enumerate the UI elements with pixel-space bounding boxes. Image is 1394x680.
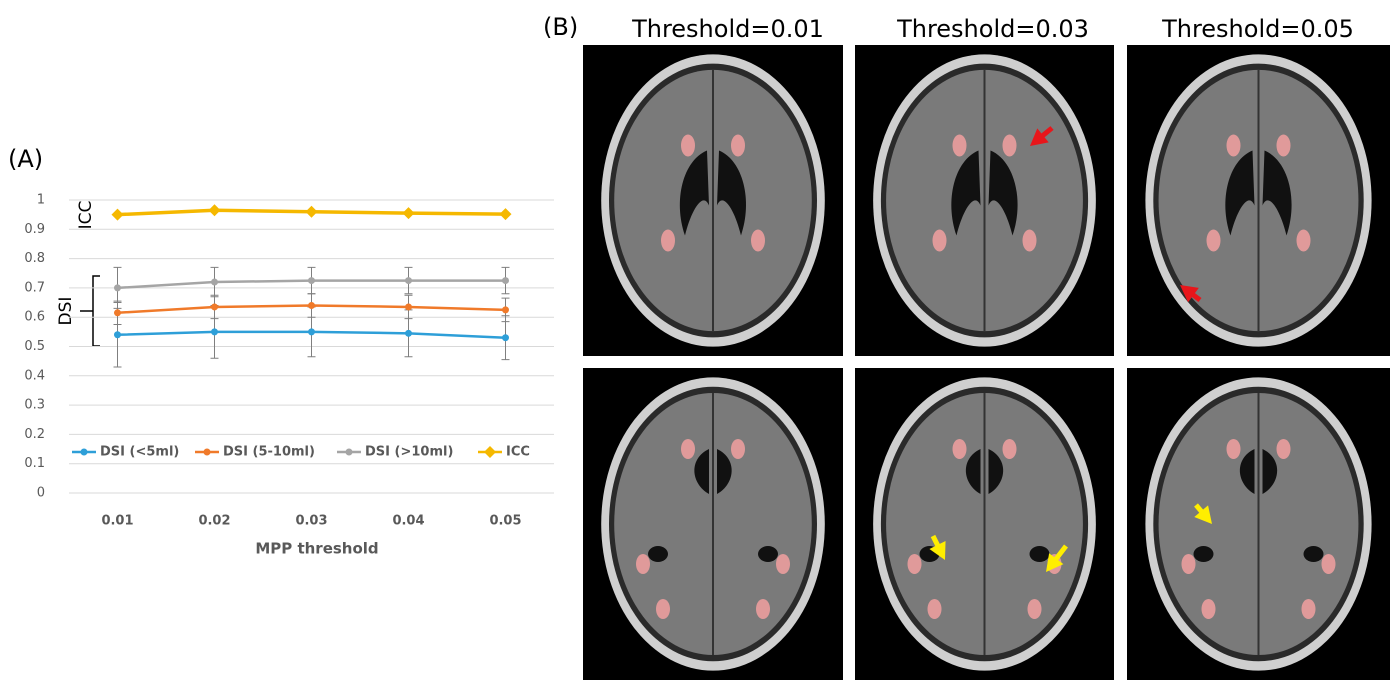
lesion (636, 554, 650, 574)
lesion (731, 135, 745, 157)
marker (405, 330, 412, 337)
lesion (1297, 230, 1311, 252)
lesion (1207, 230, 1221, 252)
lesion (731, 439, 745, 459)
mri-image (855, 368, 1114, 680)
x-tick-label: 0.03 (295, 514, 327, 529)
x-tick-label: 0.05 (489, 514, 521, 529)
lesion (953, 439, 967, 459)
legend-item: ICC (478, 445, 530, 460)
y-tick-label: 0.2 (24, 427, 45, 442)
lesion (1277, 135, 1291, 157)
y-tick-label: 0.9 (24, 222, 45, 237)
legend-marker (484, 446, 496, 458)
y-tick-label: 0.8 (24, 251, 45, 266)
lesion (1227, 439, 1241, 459)
marker (114, 284, 121, 291)
marker (403, 207, 415, 219)
lesion (751, 230, 765, 252)
legend-marker (346, 449, 353, 456)
annotation: DSI (56, 297, 76, 326)
ventricle (758, 546, 778, 562)
legend-item: DSI (>10ml) (337, 445, 453, 460)
lesion (776, 554, 790, 574)
marker (502, 334, 509, 341)
ventricle (1194, 546, 1214, 562)
lesion (908, 554, 922, 574)
legend-item: DSI (<5ml) (72, 445, 179, 460)
lesion (1277, 439, 1291, 459)
lesion (1202, 599, 1216, 619)
marker (114, 331, 121, 338)
marker (308, 302, 315, 309)
x-axis-title: MPP threshold (255, 540, 378, 558)
y-tick-label: 1 (37, 193, 45, 208)
legend-label: DSI (5-10ml) (223, 445, 315, 460)
y-tick-label: 0.1 (24, 456, 45, 471)
marker (211, 303, 218, 310)
marker (405, 303, 412, 310)
marker (114, 309, 121, 316)
legend-label: ICC (506, 445, 530, 460)
mri-image (1127, 368, 1390, 680)
lesion (1302, 599, 1316, 619)
bracket (80, 276, 100, 346)
lesion (1322, 554, 1336, 574)
mri-image (855, 45, 1114, 356)
legend-item: DSI (5-10ml) (195, 445, 315, 460)
legend-label: DSI (<5ml) (100, 445, 179, 460)
mri-image (583, 368, 843, 680)
lesion (1023, 230, 1037, 252)
lesion (661, 230, 675, 252)
y-tick-label: 0.5 (24, 339, 45, 354)
lesion (681, 135, 695, 157)
marker (502, 277, 509, 284)
marker (112, 209, 124, 221)
marker (405, 277, 412, 284)
ventricle (1030, 546, 1050, 562)
mri-image (1127, 45, 1390, 356)
lesion (656, 599, 670, 619)
marker (502, 306, 509, 313)
legend-label: DSI (>10ml) (365, 445, 453, 460)
lesion (1028, 599, 1042, 619)
mri-image (583, 45, 843, 356)
marker (211, 328, 218, 335)
marker (500, 208, 512, 220)
marker (306, 206, 318, 218)
figure: (A) (B) Threshold=0.01 Threshold=0.03 Th… (0, 0, 1394, 680)
lesion (933, 230, 947, 252)
column-title: Threshold=0.05 (1161, 15, 1354, 43)
lesion (928, 599, 942, 619)
legend-marker (81, 449, 88, 456)
lesion (1227, 135, 1241, 157)
panel-label: (B) (543, 13, 578, 41)
marker (211, 279, 218, 286)
marker (308, 277, 315, 284)
y-tick-label: 0.6 (24, 310, 45, 325)
lesion (1182, 554, 1196, 574)
y-tick-label: 0.3 (24, 398, 45, 413)
x-tick-label: 0.02 (198, 514, 230, 529)
lesion (953, 135, 967, 157)
marker (209, 204, 221, 216)
column-title: Threshold=0.01 (631, 15, 824, 43)
lesion (681, 439, 695, 459)
column-title: Threshold=0.03 (896, 15, 1089, 43)
x-tick-label: 0.01 (101, 514, 133, 529)
panel-label: (A) (8, 145, 43, 173)
ventricle (1304, 546, 1324, 562)
y-tick-label: 0.4 (24, 368, 45, 383)
annotation: ICC (76, 201, 96, 230)
x-tick-label: 0.04 (392, 514, 424, 529)
y-tick-label: 0.7 (24, 280, 45, 295)
lesion (1003, 135, 1017, 157)
ventricle (648, 546, 668, 562)
marker (308, 328, 315, 335)
lesion (1003, 439, 1017, 459)
lesion (756, 599, 770, 619)
y-tick-label: 0 (37, 486, 45, 501)
legend-marker (204, 449, 211, 456)
